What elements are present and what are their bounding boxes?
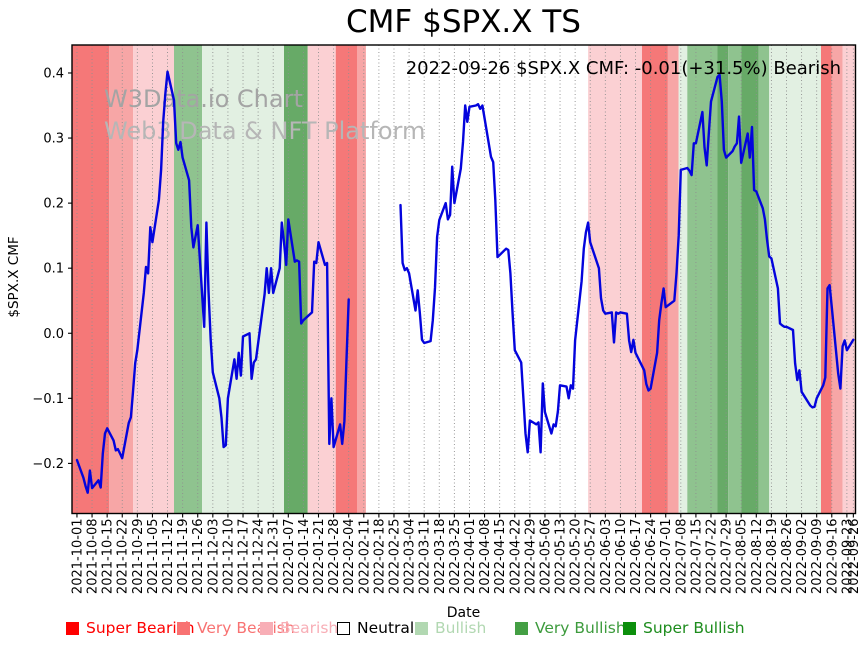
x-axis-label: Date [446,605,481,621]
svg-text:2022-02-25: 2022-02-25 [387,519,402,595]
legend-item-bearish: Bearish [260,619,338,637]
svg-text:2022-04-15: 2022-04-15 [493,519,508,595]
svg-text:2022-01-21: 2022-01-21 [312,519,327,595]
svg-text:2021-10-01: 2021-10-01 [70,519,85,595]
svg-text:2022-03-11: 2022-03-11 [418,519,433,595]
neutral-swatch-icon [337,621,350,635]
watermark-line2: Web3 Data & NFT Platform [104,117,425,145]
legend: Super Bearish Very Bearish Bearish Neutr… [0,619,867,645]
svg-text:2022-09-02: 2022-09-02 [795,519,810,595]
svg-text:2022-06-10: 2022-06-10 [614,519,629,595]
svg-text:0.2: 0.2 [43,197,64,212]
legend-item-bullish: Bullish [415,619,486,637]
legend-label: Bullish [435,619,487,637]
very-bullish-swatch-icon [515,621,528,635]
svg-text:2022-07-08: 2022-07-08 [674,519,689,595]
latest-reading: 2022-09-26 $SPX.X CMF: -0.01(+31.5%) Bea… [406,58,841,79]
svg-text:0.1: 0.1 [43,262,64,277]
legend-item-super-bullish: Super Bullish [623,619,745,637]
svg-text:2022-04-01: 2022-04-01 [463,519,478,595]
svg-text:−0.2: −0.2 [32,457,64,472]
svg-text:2021-11-05: 2021-11-05 [146,519,161,595]
svg-text:0.0: 0.0 [43,327,64,342]
svg-text:2021-12-24: 2021-12-24 [252,519,267,595]
svg-text:2022-03-25: 2022-03-25 [448,519,463,595]
chart-title: CMF $SPX.X TS [346,4,581,40]
svg-text:2022-06-24: 2022-06-24 [644,519,659,595]
svg-text:2022-05-13: 2022-05-13 [554,519,569,595]
super-bullish-swatch-icon [623,621,636,635]
svg-text:2022-06-17: 2022-06-17 [629,519,644,595]
legend-label: Super Bullish [643,619,745,637]
svg-text:2022-01-07: 2022-01-07 [282,519,297,595]
svg-text:2022-04-08: 2022-04-08 [478,519,493,595]
svg-text:2022-07-22: 2022-07-22 [705,519,720,595]
watermark-line1: W3Data.io Chart [104,85,303,113]
svg-text:2022-04-29: 2022-04-29 [523,519,538,595]
svg-text:2022-05-27: 2022-05-27 [584,519,599,595]
legend-label: Bearish [280,619,339,637]
svg-text:2022-08-19: 2022-08-19 [765,519,780,595]
bullish-swatch-icon [415,621,428,635]
svg-text:2022-08-12: 2022-08-12 [750,519,765,595]
svg-text:2022-04-22: 2022-04-22 [508,519,523,595]
svg-text:2022-09-16: 2022-09-16 [825,519,840,595]
super-bearish-swatch-icon [66,621,79,635]
svg-text:2021-11-12: 2021-11-12 [161,519,176,595]
cmf-line [75,70,855,494]
legend-label: Super Bearish [86,619,195,637]
legend-label: Neutral [357,619,415,637]
svg-text:2022-05-20: 2022-05-20 [569,519,584,595]
legend-label: Very Bullish [535,619,626,637]
svg-text:2022-05-06: 2022-05-06 [538,519,553,595]
legend-item-very-bullish: Very Bullish [515,619,626,637]
svg-text:2021-12-10: 2021-12-10 [221,519,236,595]
svg-text:2021-10-22: 2021-10-22 [116,519,131,595]
y-axis-label: $SPX.X CMF [6,236,22,318]
svg-text:2022-07-15: 2022-07-15 [689,519,704,595]
svg-text:2022-03-04: 2022-03-04 [403,519,418,595]
svg-text:2022-09-26: 2022-09-26 [847,519,862,595]
svg-text:2021-10-29: 2021-10-29 [131,519,146,595]
tick-labels: 2021-10-01 2021-10-08 2021-10-15 2021-10-22… [32,66,861,594]
sentiment-bands [72,45,856,514]
svg-text:2021-11-26: 2021-11-26 [191,519,206,595]
svg-text:2022-06-03: 2022-06-03 [599,519,614,595]
very-bearish-swatch-icon [177,621,190,635]
svg-text:2021-12-17: 2021-12-17 [237,519,252,595]
svg-text:2021-11-19: 2021-11-19 [176,519,191,595]
legend-item-super-bearish: Super Bearish [66,619,195,637]
svg-text:2022-08-05: 2022-08-05 [735,519,750,595]
svg-text:2022-01-28: 2022-01-28 [327,519,342,595]
svg-text:2021-10-15: 2021-10-15 [101,519,116,595]
legend-item-neutral: Neutral [337,619,414,637]
svg-text:2022-07-29: 2022-07-29 [720,519,735,595]
svg-text:2021-12-03: 2021-12-03 [206,519,221,595]
svg-text:2022-03-18: 2022-03-18 [433,519,448,595]
svg-text:0.3: 0.3 [43,132,64,147]
svg-text:2022-01-14: 2022-01-14 [297,519,312,595]
svg-text:2022-07-01: 2022-07-01 [659,519,674,595]
svg-text:2022-09-09: 2022-09-09 [810,519,825,595]
svg-text:2022-02-18: 2022-02-18 [372,519,387,595]
svg-text:2022-02-04: 2022-02-04 [342,519,357,595]
svg-text:2022-09-23: 2022-09-23 [840,519,855,595]
axes-spines-ticks [68,44,857,518]
bearish-swatch-icon [260,621,273,635]
svg-text:2021-12-31: 2021-12-31 [267,519,282,595]
svg-text:2021-10-08: 2021-10-08 [86,519,101,595]
svg-text:−0.1: −0.1 [32,392,64,407]
svg-text:0.4: 0.4 [43,66,64,81]
svg-text:2022-02-11: 2022-02-11 [357,519,372,595]
svg-text:2022-08-26: 2022-08-26 [780,519,795,595]
